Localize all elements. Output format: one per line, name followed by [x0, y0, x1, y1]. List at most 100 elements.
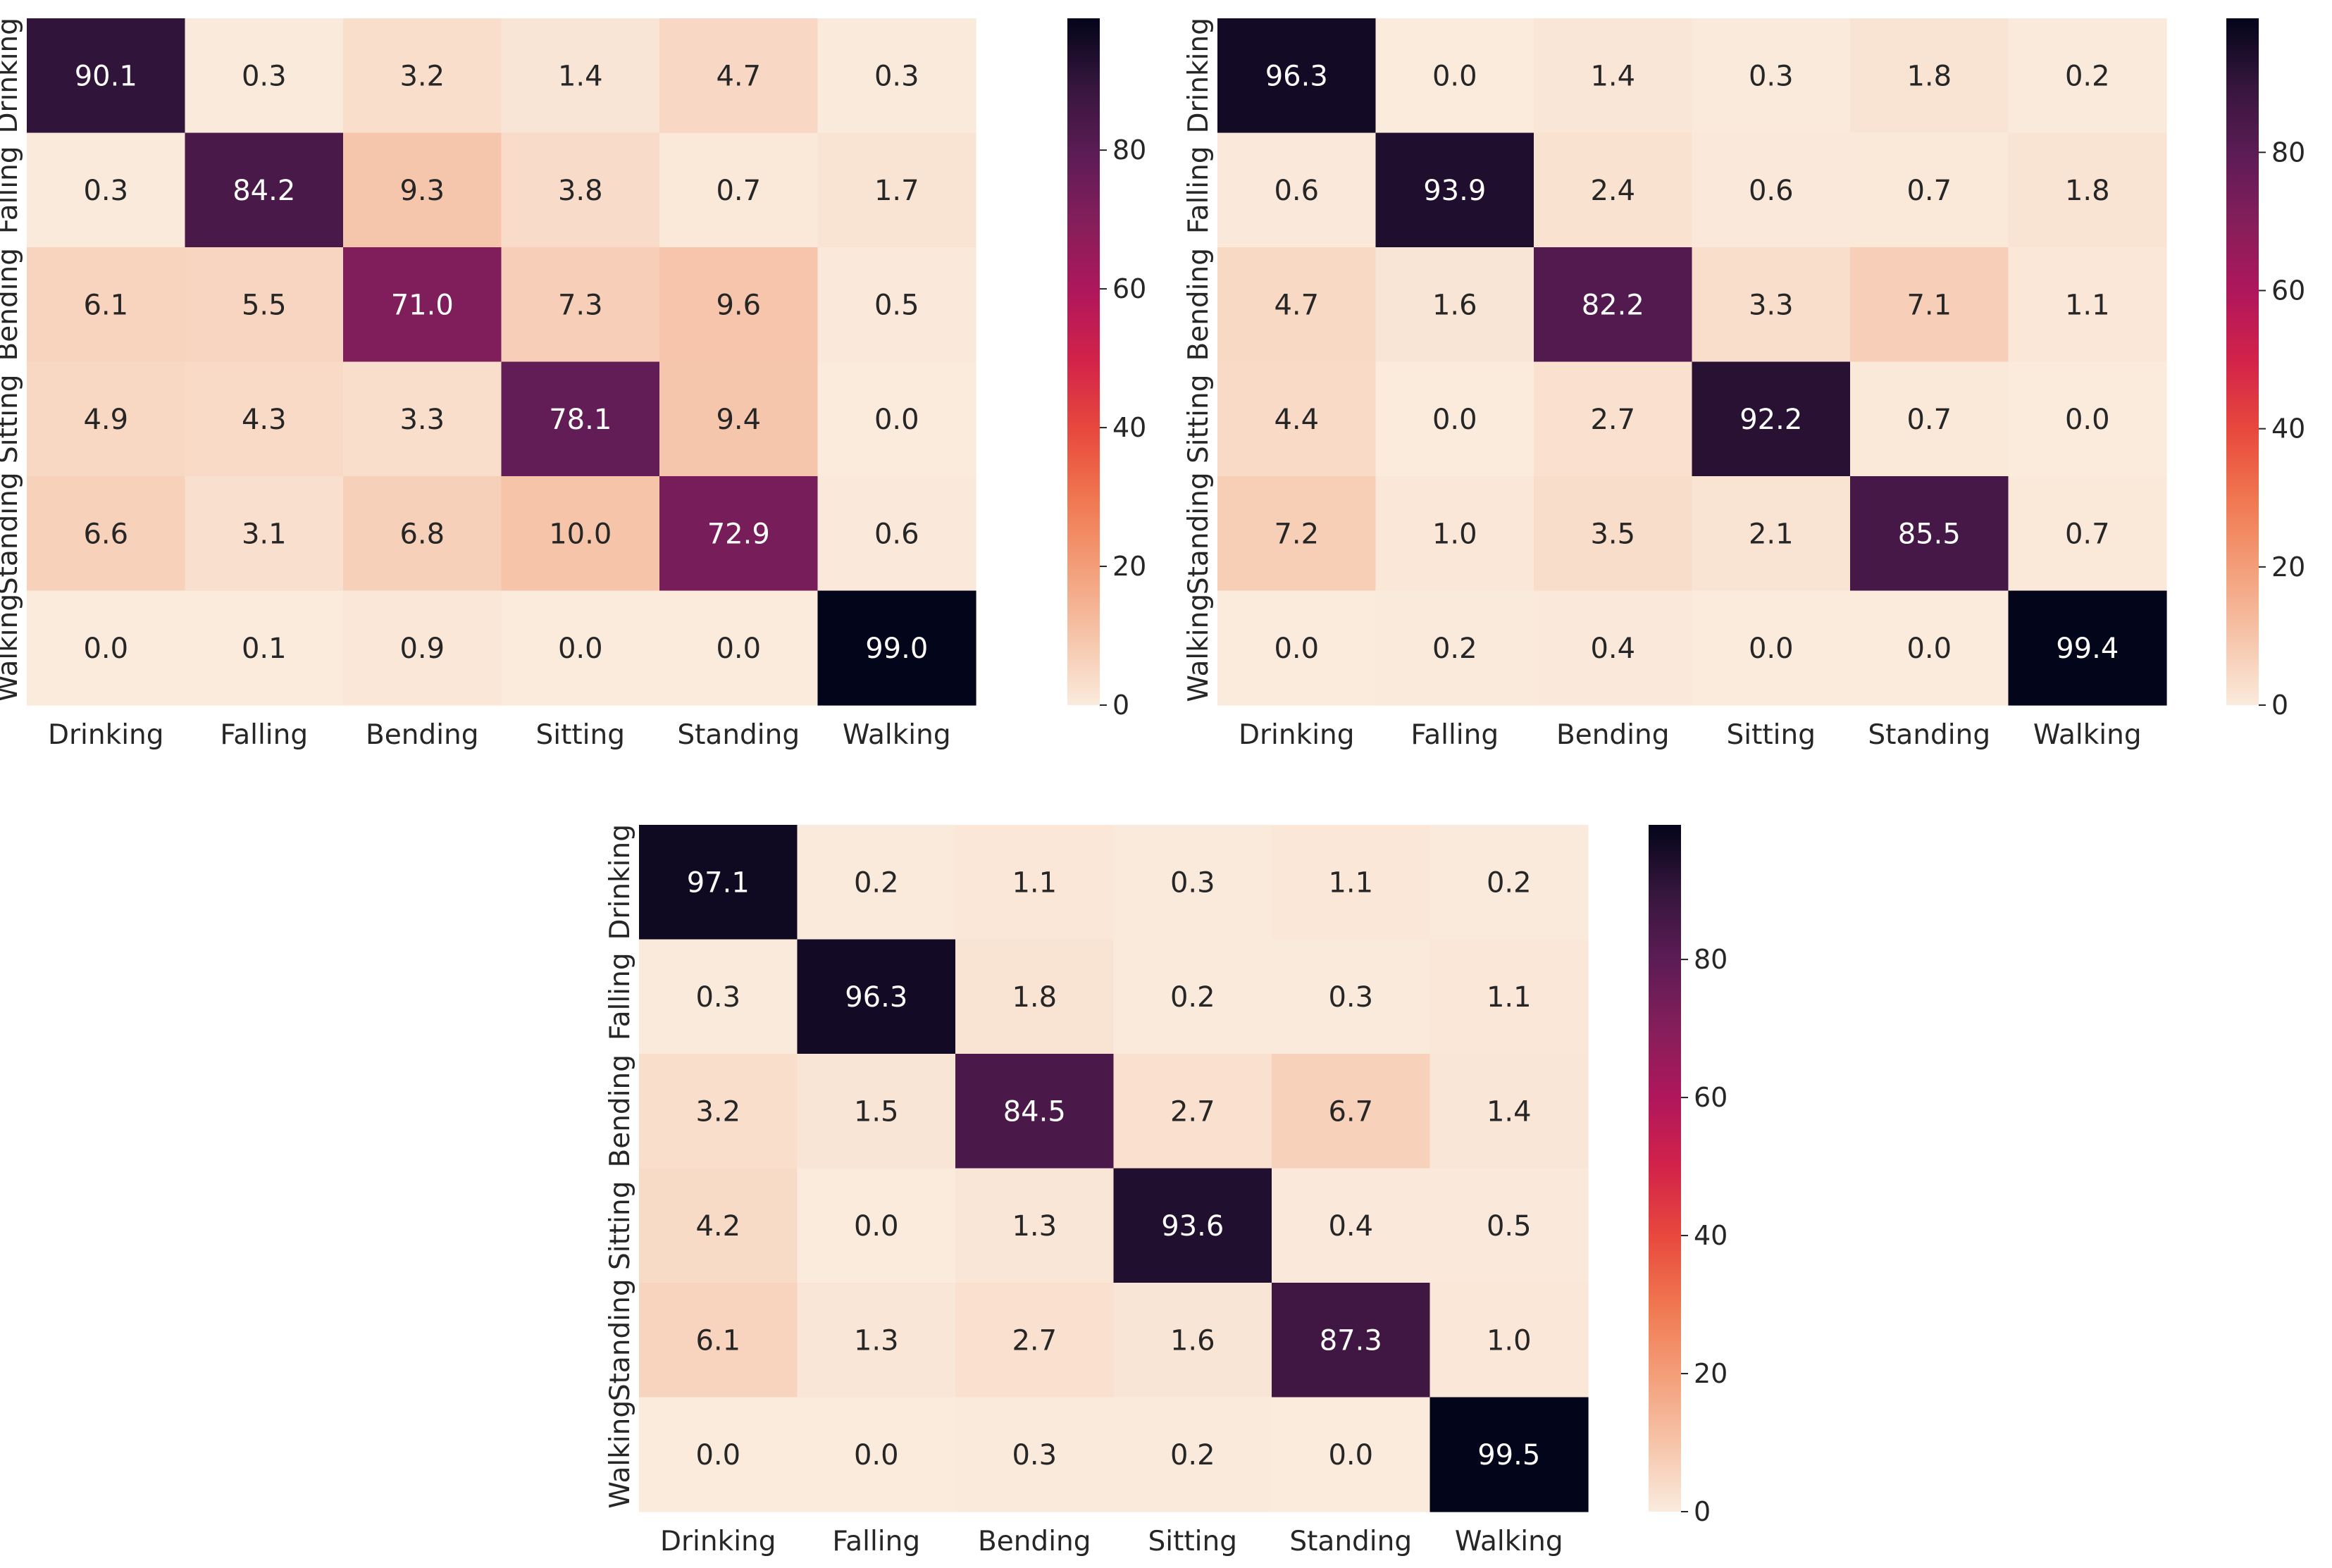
- colorbar-tick-label: 20: [1694, 1358, 1728, 1389]
- heatmap-cell: [1375, 18, 1534, 134]
- cell-value-label: 71.0: [391, 289, 454, 321]
- cell-value-label: 0.5: [874, 289, 919, 321]
- cell-value-label: 0.7: [1906, 175, 1952, 207]
- cell-value-label: 99.4: [2056, 633, 2119, 665]
- heatmap-cell: [955, 1283, 1115, 1398]
- heatmap-cell: [185, 18, 344, 134]
- colorbar-tick-label: 0: [1112, 690, 1129, 721]
- heatmap-cell: [1850, 247, 2009, 363]
- cell-value-label: 0.0: [1274, 633, 1319, 665]
- heatmap-cell: [1217, 247, 1377, 363]
- colorbar-tick-label: 80: [1694, 944, 1728, 975]
- colorbar-tick-label: 40: [1112, 412, 1146, 443]
- heatmap-cell: [1375, 247, 1534, 363]
- cell-value-label: 96.3: [845, 981, 907, 1014]
- colorbar-tick-label: 20: [1112, 551, 1146, 582]
- cell-value-label: 1.4: [1487, 1095, 1532, 1128]
- cell-value-label: 1.7: [874, 175, 919, 207]
- heatmap-cell: [343, 18, 502, 134]
- cell-value-label: 7.2: [1274, 518, 1319, 550]
- heatmap-cell: [343, 247, 502, 363]
- x-tick-label: Bending: [366, 719, 479, 751]
- heatmap-cell: [343, 361, 502, 477]
- heatmap-cell: [659, 590, 819, 706]
- cell-value-label: 85.5: [1898, 518, 1961, 550]
- y-tick-label: Falling: [604, 952, 636, 1040]
- heatmap-cell: [659, 18, 819, 134]
- heatmap-cell: [1429, 825, 1589, 940]
- colorbar-tick-label: 60: [1112, 273, 1146, 304]
- cell-value-label: 2.1: [1749, 518, 1794, 550]
- cell-value-label: 0.3: [1749, 60, 1794, 92]
- x-tick-label: Standing: [677, 719, 800, 751]
- cell-value-label: 1.8: [1906, 60, 1952, 92]
- x-tick-label: Walking: [1455, 1526, 1563, 1557]
- heatmap-panel-1: 90.1 0.3 3.2 1.4 4.7 0.3 0.3 84.2 9.3 3.8 0.7 1.7 6.…: [0, 18, 1146, 751]
- x-tick-label: Standing: [1289, 1526, 1412, 1557]
- heatmap-cell: [1113, 1397, 1272, 1512]
- heatmap-cell: [1272, 1054, 1431, 1169]
- heatmap-cell: [797, 1283, 956, 1398]
- heatmap-cell: [501, 476, 660, 592]
- cell-value-label: 0.6: [1274, 175, 1319, 207]
- cell-value-label: 9.3: [399, 175, 445, 207]
- heatmap-cell: [817, 361, 976, 477]
- heatmap-cell: [1692, 18, 1851, 134]
- cell-value-label: 1.4: [1590, 60, 1635, 92]
- cell-value-label: 0.9: [399, 633, 445, 665]
- x-tick-label: Falling: [1410, 719, 1499, 751]
- heatmap-cell: [27, 590, 186, 706]
- heatmap-cell: [1429, 1283, 1589, 1398]
- heatmap-cell: [185, 132, 344, 248]
- heatmap-cell: [1217, 590, 1377, 706]
- cell-value-label: 0.6: [874, 518, 919, 550]
- cell-value-label: 1.4: [558, 60, 603, 92]
- cell-value-label: 0.3: [1012, 1439, 1057, 1471]
- cell-value-label: 0.3: [874, 60, 919, 92]
- colorbar-tick-label: 40: [2271, 413, 2305, 444]
- heatmap-cell: [501, 132, 660, 248]
- heatmap-cell: [1113, 1283, 1272, 1398]
- cell-value-label: 0.2: [2065, 60, 2110, 92]
- heatmap-cell: [2008, 18, 2167, 134]
- cell-value-label: 1.1: [1487, 981, 1532, 1014]
- cell-value-label: 99.5: [1477, 1439, 1540, 1471]
- colorbar-tick-label: 0: [2271, 690, 2288, 721]
- cell-value-label: 0.0: [716, 633, 761, 665]
- heatmap-cell: [659, 247, 819, 363]
- y-tick-label: Sitting: [604, 1181, 636, 1270]
- x-tick-label: Walking: [2033, 719, 2142, 751]
- cell-value-label: 82.2: [1582, 289, 1644, 321]
- cell-value-label: 0.6: [1749, 175, 1794, 207]
- cell-value-label: 97.1: [687, 866, 750, 899]
- y-tick-label: Drinking: [0, 18, 24, 134]
- heatmap-cell: [1375, 590, 1534, 706]
- heatmap-cell: [1113, 1054, 1272, 1169]
- heatmap-cell: [817, 476, 976, 592]
- heatmap-cell: [639, 1054, 798, 1169]
- y-tick-label: Walking: [1183, 594, 1215, 702]
- heatmap-cell: [185, 247, 344, 363]
- cell-value-label: 0.3: [695, 981, 740, 1014]
- heatmap-cell: [185, 476, 344, 592]
- cell-value-label: 6.6: [83, 518, 128, 550]
- cell-value-label: 2.7: [1170, 1095, 1215, 1128]
- heatmap-cell: [1272, 939, 1431, 1054]
- cell-value-label: 90.1: [75, 60, 137, 92]
- heatmap-cell: [27, 132, 186, 248]
- cell-value-label: 6.7: [1328, 1095, 1373, 1128]
- heatmap-cell: [27, 18, 186, 134]
- heatmap-cell: [639, 1168, 798, 1283]
- heatmap-cell: [1217, 476, 1377, 592]
- cell-value-label: 1.8: [1012, 981, 1057, 1014]
- colorbar: [2226, 18, 2259, 705]
- heatmap-cell: [1429, 1168, 1589, 1283]
- cell-value-label: 1.8: [2065, 175, 2110, 207]
- heatmap-cell: [1692, 476, 1851, 592]
- y-tick-label: Standing: [604, 1278, 636, 1401]
- heatmap-cell: [639, 939, 798, 1054]
- y-tick-label: Walking: [0, 594, 24, 702]
- heatmap-cell: [1534, 476, 1693, 592]
- cell-value-label: 1.3: [1012, 1210, 1057, 1243]
